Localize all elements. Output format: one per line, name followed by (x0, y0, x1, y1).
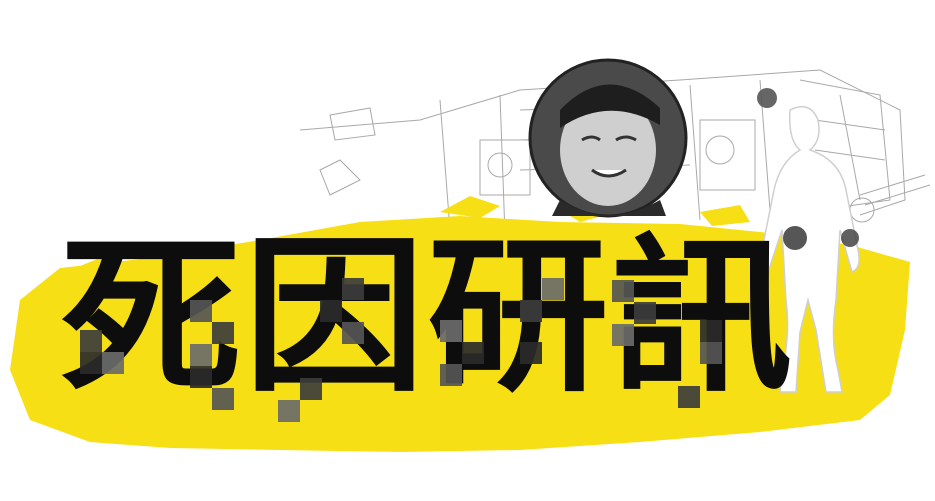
title-text: 死因研訊 (60, 217, 795, 415)
page-title: 死因研訊 (60, 232, 792, 400)
body-silhouette (757, 88, 860, 393)
portrait-circle (528, 58, 688, 218)
